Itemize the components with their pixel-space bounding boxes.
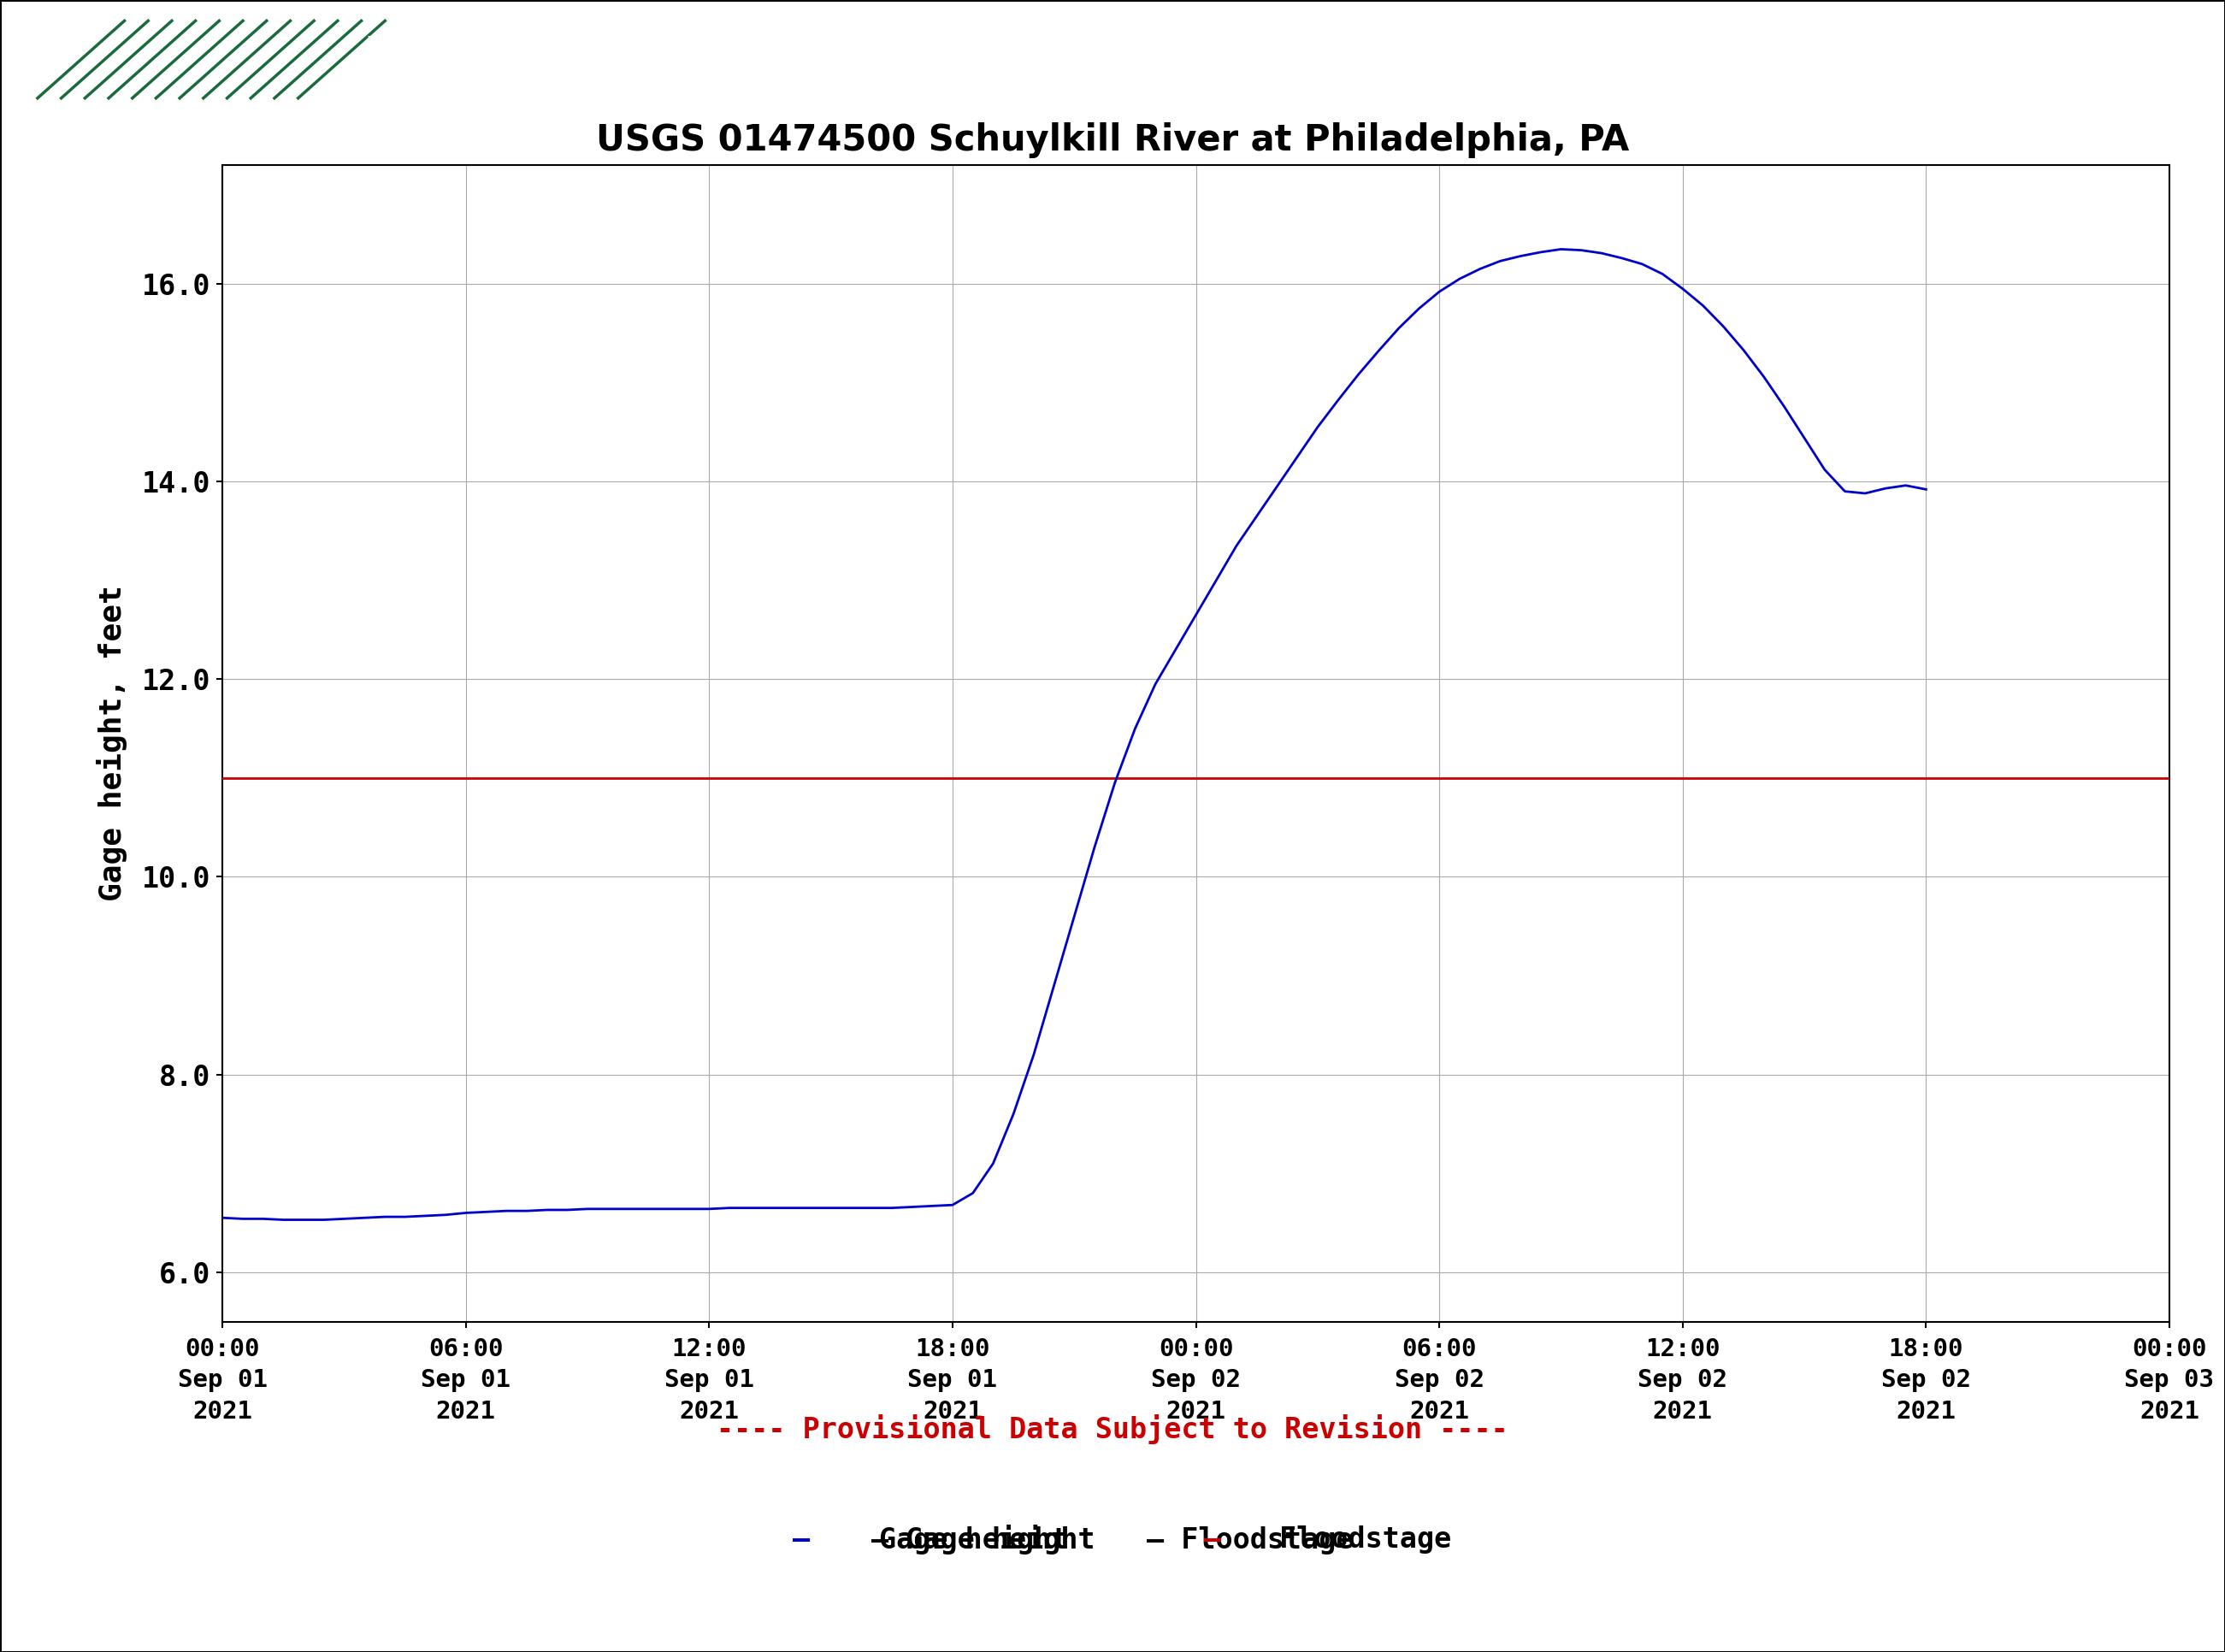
Text: Gage height: Gage height <box>879 1525 1068 1555</box>
Text: —: — <box>792 1525 810 1555</box>
Y-axis label: Gage height, feet: Gage height, feet <box>96 585 127 902</box>
Text: USGS 01474500 Schuylkill River at Philadelphia, PA: USGS 01474500 Schuylkill River at Philad… <box>596 122 1629 159</box>
Text: —: — <box>1204 1525 1222 1555</box>
Text: Floodstage: Floodstage <box>1279 1525 1451 1555</box>
Text: ---- Provisional Data Subject to Revision ----: ---- Provisional Data Subject to Revisio… <box>716 1414 1509 1444</box>
Text: — Gage height   — Floodstage: — Gage height — Floodstage <box>872 1525 1353 1555</box>
FancyBboxPatch shape <box>38 21 298 97</box>
Text: USGS: USGS <box>363 35 523 84</box>
